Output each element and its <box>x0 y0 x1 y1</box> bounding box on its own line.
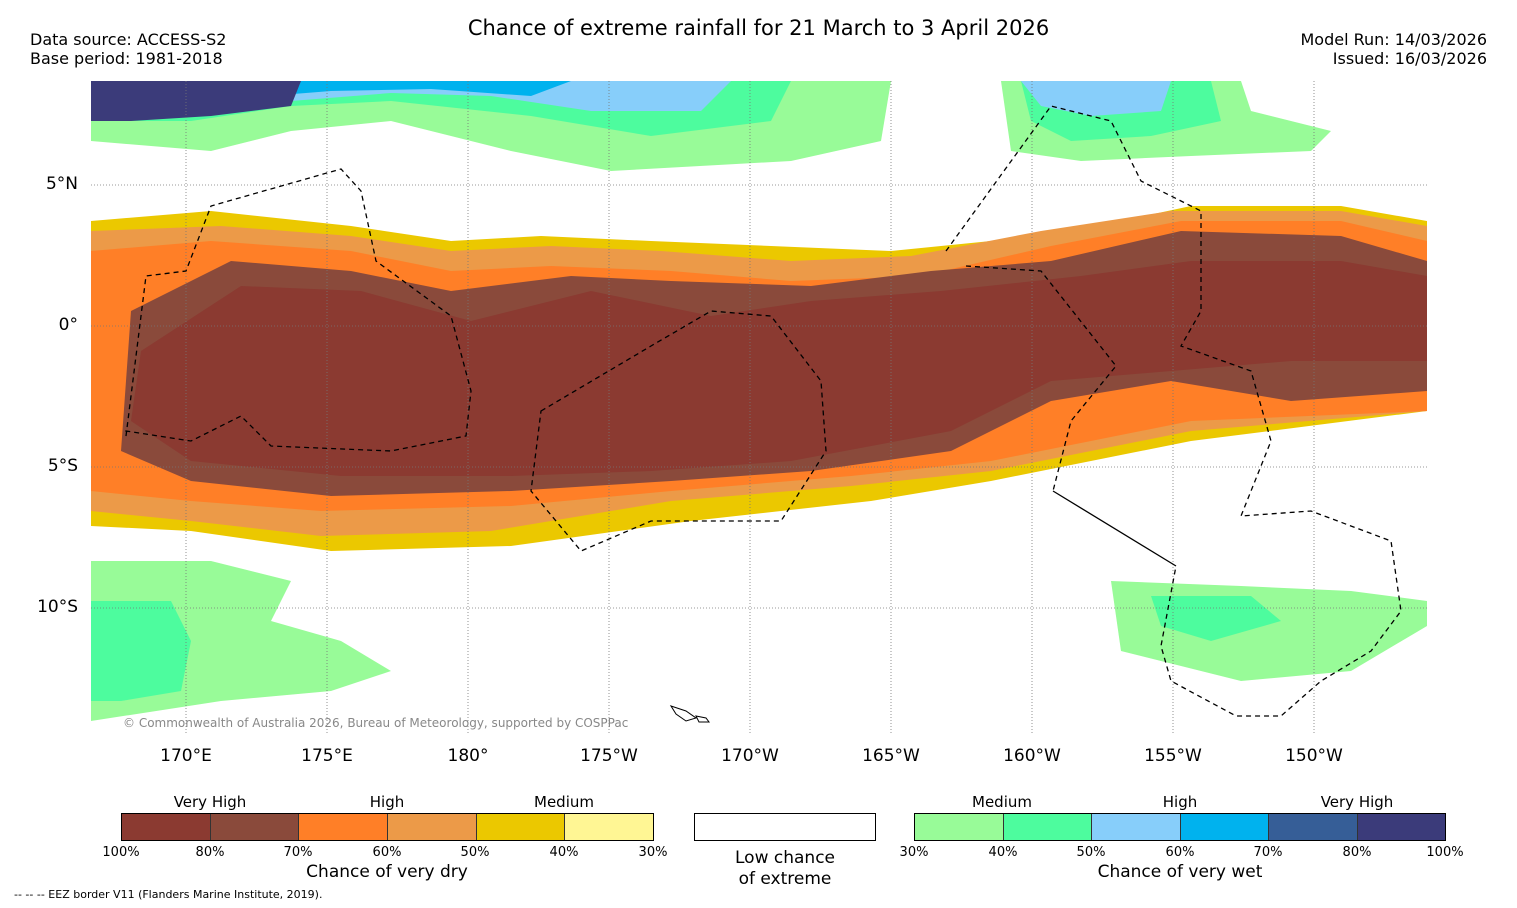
copyright-text: © Commonwealth of Australia 2026, Bureau… <box>123 716 628 730</box>
low-chance-line2: of extreme <box>738 869 832 889</box>
wet-tick: 80% <box>1342 845 1372 860</box>
lat-label: 0° <box>58 315 78 335</box>
meta-left: Data source: ACCESS-S2 Base period: 1981… <box>30 30 226 68</box>
dry-band-label: High <box>369 793 405 811</box>
wet-swatch <box>1092 814 1181 840</box>
wet-swatch <box>1269 814 1358 840</box>
wet-band-northeast-light-blue <box>1021 81 1171 116</box>
lon-label: 180° <box>447 746 489 766</box>
lat-label: 5°N <box>45 174 78 194</box>
eez-kiribati-phoenix <box>530 310 827 552</box>
data-source: Data source: ACCESS-S2 <box>30 30 227 49</box>
dry-swatch <box>299 814 389 840</box>
lon-label: 160°W <box>1003 746 1061 766</box>
dry-tick: 80% <box>195 845 225 860</box>
eez-tokelau <box>965 265 1117 492</box>
dry-tick: 40% <box>549 845 579 860</box>
wet-swatch <box>1180 814 1269 840</box>
wet-tick: 70% <box>1253 845 1283 860</box>
wet-band-label: High <box>1162 793 1198 811</box>
map-title: Chance of extreme rainfall for 21 March … <box>467 16 1050 40</box>
eez-note: -- -- -- EEZ border V11 (Flanders Marine… <box>14 888 323 901</box>
wet-band-southwest-medium <box>91 601 191 701</box>
low-chance-line1: Low chance <box>735 848 835 868</box>
samoa-island-icon <box>669 705 698 722</box>
eez-kiribati-line <box>945 105 1402 717</box>
dry-band-label: Very High <box>173 793 247 811</box>
wet-swatch <box>1003 814 1092 840</box>
wet-colorbar <box>914 813 1446 841</box>
dry-tick: 30% <box>638 845 668 860</box>
samoa-island-icon <box>695 715 710 723</box>
lon-label: 175°W <box>580 746 638 766</box>
wet-swatch <box>915 814 1004 840</box>
lon-label: 175°E <box>301 746 353 766</box>
dry-tick: 100% <box>102 845 140 860</box>
wet-band-label: Very High <box>1320 793 1394 811</box>
low-chance-caption: Low chance of extreme <box>694 848 876 890</box>
rainfall-map: © Commonwealth of Australia 2026, Bureau… <box>91 81 1427 735</box>
issued-date: Issued: 16/03/2026 <box>1332 49 1487 68</box>
lon-label: 150°W <box>1285 746 1343 766</box>
dry-tick: 70% <box>283 845 313 860</box>
wet-tick: 40% <box>988 845 1018 860</box>
meta-right: Model Run: 14/03/2026 Issued: 16/03/2026 <box>1301 30 1488 68</box>
lon-label: 170°E <box>160 746 212 766</box>
dry-swatch <box>476 814 566 840</box>
base-period: Base period: 1981-2018 <box>30 49 223 68</box>
wet-band-southeast-medium <box>1151 596 1281 641</box>
dry-tick: 50% <box>460 845 490 860</box>
wet-caption: Chance of very wet <box>1097 862 1263 882</box>
lon-label: 170°W <box>721 746 779 766</box>
low-chance-swatch <box>694 813 876 841</box>
wet-tick: 100% <box>1426 845 1464 860</box>
eez-solid-boundary <box>1052 490 1177 567</box>
dry-swatch <box>210 814 300 840</box>
wet-tick: 60% <box>1165 845 1195 860</box>
lon-label: 165°W <box>862 746 920 766</box>
lat-label: 5°S <box>47 456 78 476</box>
eez-kiribati-gilbert <box>125 168 472 452</box>
dry-tick: 60% <box>372 845 402 860</box>
dry-band-very-high <box>131 261 1427 476</box>
lon-label: 155°W <box>1144 746 1202 766</box>
dry-swatch <box>122 814 211 840</box>
dry-swatch <box>565 814 654 840</box>
wet-band-label: Medium <box>972 793 1032 811</box>
wet-band-north-dark <box>91 81 301 121</box>
lat-label: 10°S <box>37 597 78 617</box>
wet-tick: 50% <box>1076 845 1106 860</box>
wet-tick: 30% <box>899 845 929 860</box>
dry-band-label: Medium <box>534 793 594 811</box>
dry-caption: Chance of very dry <box>306 862 468 882</box>
wet-swatch <box>1357 814 1445 840</box>
dry-colorbar <box>121 813 654 841</box>
model-run: Model Run: 14/03/2026 <box>1300 30 1488 49</box>
dry-swatch <box>388 814 477 840</box>
